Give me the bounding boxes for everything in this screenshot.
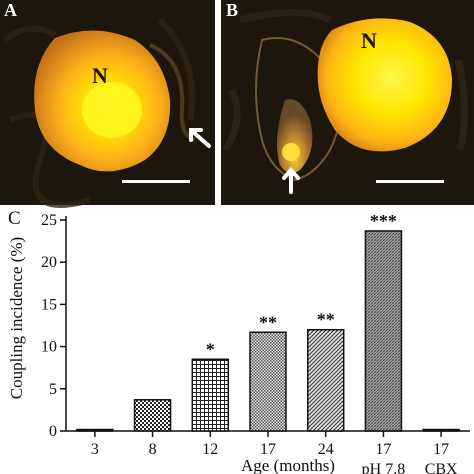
panel-b-arrow-icon (282, 166, 300, 194)
significance-label: ** (259, 312, 277, 332)
y-tick-label: 15 (41, 296, 57, 313)
y-tick-label: 10 (41, 339, 57, 356)
x-tick-label: 17 (375, 441, 391, 458)
x-tick-label: 3 (91, 441, 99, 458)
panel-a-process (149, 43, 196, 142)
x-tick-label: 17 (433, 441, 449, 458)
panel-b-hotspot (282, 143, 300, 161)
x-tick-label: 12 (202, 441, 218, 458)
panel-c-chart: C Coupling incidence (%) Age (months) 0 5… (7, 208, 470, 474)
x-axis-title: Age (months) (241, 456, 335, 474)
bar (422, 428, 460, 432)
group-label: pH 7.8 (362, 461, 406, 474)
panel-b-nucleus-label: N (361, 28, 377, 53)
group-label: CBX (425, 461, 458, 474)
bar (191, 358, 230, 432)
panel-b-cell-body (317, 18, 452, 152)
significance-label: * (206, 339, 215, 359)
panel-b-texture (222, 9, 468, 152)
panel-a-scale-bar (122, 180, 190, 183)
panel-a-texture (3, 17, 195, 208)
panel-a: N A (0, 0, 215, 208)
bar-series (76, 230, 460, 432)
x-tick-label: 17 (260, 441, 276, 458)
y-tick-label: 25 (41, 212, 57, 229)
bar (249, 331, 287, 432)
y-tick-label: 0 (49, 423, 57, 440)
panel-a-nucleus-glow (82, 82, 142, 138)
significance-label: ** (317, 310, 335, 330)
significance-label: *** (370, 211, 397, 231)
bar (133, 399, 172, 432)
panel-b: N B (221, 0, 474, 205)
bar (76, 428, 114, 432)
panel-a-arrow-icon (189, 128, 211, 148)
panel-c-letter: C (8, 208, 21, 229)
x-tick-label: 24 (318, 441, 334, 458)
y-axis-title: Coupling incidence (%) (7, 237, 26, 399)
bar (306, 328, 345, 432)
x-tick-label: 8 (149, 441, 157, 458)
panel-a-nucleus-label: N (92, 63, 108, 88)
panel-b-letter: B (226, 0, 238, 20)
bar (364, 230, 403, 432)
annotations: *** ***** (206, 211, 397, 359)
y-axis: 0 5 10 15 20 25 (41, 212, 67, 440)
y-tick-label: 5 (49, 381, 57, 398)
panel-b-scale-bar (376, 180, 444, 183)
panel-a-letter: A (4, 0, 17, 20)
y-tick-label: 20 (41, 254, 57, 271)
